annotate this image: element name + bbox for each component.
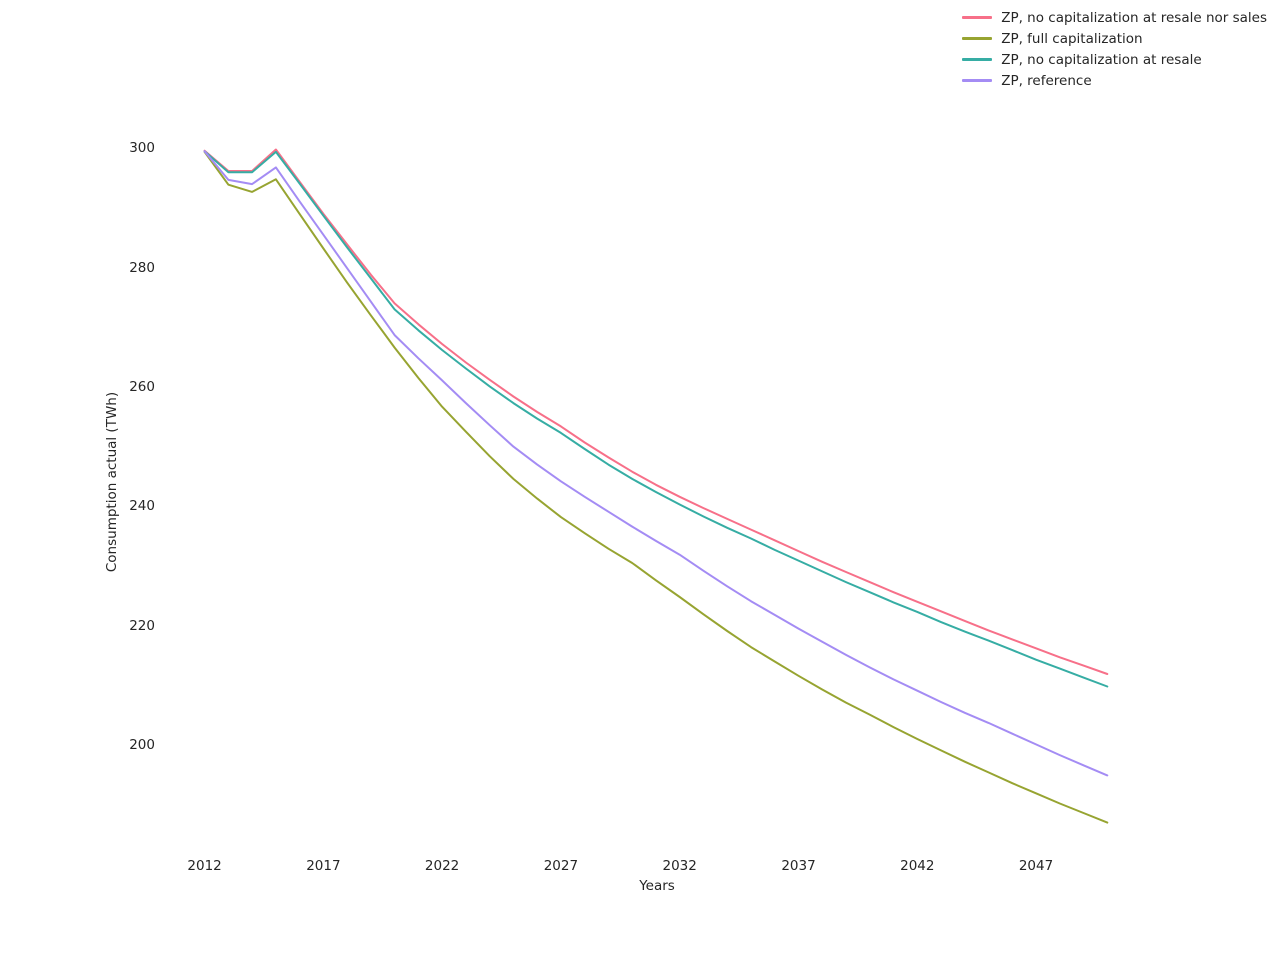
y-axis-label: Consumption actual (TWh) — [104, 391, 120, 573]
legend-item: ZP, no capitalization at resale — [962, 49, 1267, 70]
legend-item-label: ZP, full capitalization — [1001, 30, 1143, 47]
y-tick-label: 240 — [129, 498, 155, 515]
legend: ZP, no capitalization at resale nor sale… — [962, 7, 1267, 91]
legend-item-label: ZP, no capitalization at resale — [1001, 51, 1202, 68]
x-tick-label: 2017 — [306, 858, 341, 874]
legend-item: ZP, reference — [962, 70, 1267, 91]
legend-line-swatch — [962, 16, 993, 19]
x-tick-label: 2037 — [781, 858, 816, 874]
x-axis-label: Years — [639, 878, 675, 894]
legend-item: ZP, no capitalization at resale nor sale… — [962, 7, 1267, 28]
x-tick-label: 2027 — [543, 858, 579, 874]
series-line-3 — [203, 150, 1109, 688]
x-tick-label: 2022 — [424, 858, 460, 874]
y-tick-label: 300 — [129, 140, 155, 157]
legend-item-label: ZP, no capitalization at resale nor sale… — [1001, 9, 1267, 26]
y-tick-label: 200 — [129, 737, 155, 753]
x-tick-label: 2032 — [662, 858, 697, 874]
series-line-4 — [203, 150, 1109, 777]
legend-line-swatch — [962, 37, 993, 40]
legend-line-swatch — [962, 58, 993, 61]
y-tick-label: 260 — [129, 379, 155, 395]
series-line-1 — [203, 148, 1109, 675]
legend-item-label: ZP, reference — [1001, 72, 1092, 89]
legend-line-swatch — [962, 79, 993, 82]
legend-item: ZP, full capitalization — [962, 28, 1267, 49]
x-tick-label: 2042 — [900, 858, 935, 874]
x-tick-label: 2012 — [187, 858, 222, 874]
y-tick-label: 280 — [129, 259, 155, 276]
series-line-2 — [203, 150, 1109, 824]
y-tick-label: 220 — [129, 617, 155, 634]
x-tick-label: 2047 — [1018, 858, 1054, 874]
